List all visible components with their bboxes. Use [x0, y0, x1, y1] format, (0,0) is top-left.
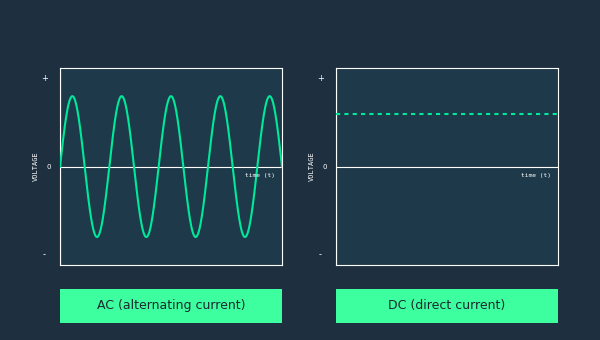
Text: VOLTAGE: VOLTAGE	[308, 152, 314, 182]
Text: AC (alternating current): AC (alternating current)	[97, 300, 245, 312]
Text: +: +	[41, 74, 48, 83]
Text: 0: 0	[47, 164, 51, 170]
Text: time (t): time (t)	[245, 172, 275, 177]
Text: +: +	[317, 74, 324, 83]
Text: 0: 0	[323, 164, 327, 170]
Text: DC (direct current): DC (direct current)	[388, 300, 506, 312]
Text: -: -	[319, 250, 322, 259]
Text: time (t): time (t)	[521, 172, 551, 177]
Text: VOLTAGE: VOLTAGE	[32, 152, 38, 182]
Text: -: -	[43, 250, 46, 259]
